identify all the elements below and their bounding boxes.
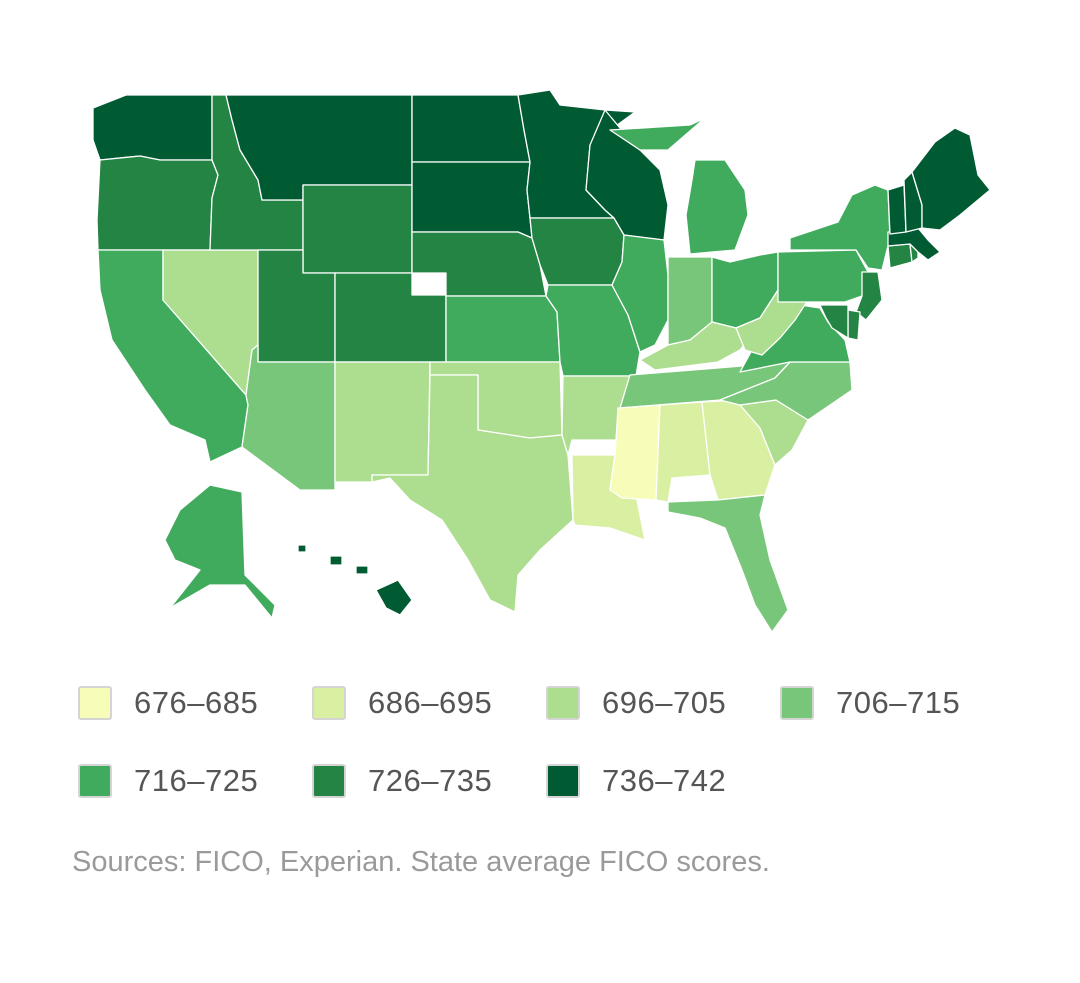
legend-swatch [312, 764, 346, 798]
legend-swatch [78, 686, 112, 720]
legend-item: 726–735 [312, 762, 546, 800]
state-nc [719, 361, 853, 421]
state-sd [411, 161, 533, 239]
state-vt [887, 184, 907, 235]
legend-label: 736–742 [602, 763, 727, 798]
legend-swatch [78, 764, 112, 798]
state-ct [887, 243, 913, 269]
state-fl [667, 494, 789, 633]
legend-label: 716–725 [134, 763, 259, 798]
source-note: Sources: FICO, Experian. State average F… [72, 846, 770, 878]
us-choropleth-map [92, 89, 991, 633]
legend-swatch [546, 686, 580, 720]
legend-label: 726–735 [368, 763, 493, 798]
legend-swatch [780, 686, 814, 720]
state-wa [92, 94, 213, 161]
legend-swatch [312, 686, 346, 720]
legend-label: 706–715 [836, 685, 961, 720]
state-hi [297, 544, 413, 616]
state-il [611, 234, 669, 353]
state-ma [887, 227, 941, 261]
state-tx [371, 374, 574, 613]
state-de [847, 309, 861, 341]
legend-item: 696–705 [546, 684, 780, 722]
state-pa [777, 249, 869, 303]
legend-item: 716–725 [78, 762, 312, 800]
state-wy [302, 184, 413, 274]
state-co [334, 272, 447, 363]
legend-swatch [546, 764, 580, 798]
legend-item: 736–742 [546, 762, 780, 800]
legend-label: 686–695 [368, 685, 493, 720]
legend-item: 706–715 [780, 684, 1014, 722]
state-md [819, 304, 849, 339]
legend-item: 676–685 [78, 684, 312, 722]
state-wv [735, 289, 809, 356]
state-nj [855, 271, 883, 321]
us-map-svg [92, 89, 991, 633]
legend: 676–685 686–695 696–705 706–715 716–725 … [78, 684, 1038, 800]
legend-item: 686–695 [312, 684, 546, 722]
state-nm [334, 361, 431, 483]
legend-label: 676–685 [134, 685, 259, 720]
state-ks [445, 295, 561, 363]
state-me [911, 127, 991, 231]
state-al [655, 401, 711, 503]
state-ia [529, 217, 625, 286]
state-az [241, 344, 336, 491]
state-ak [164, 484, 276, 619]
legend-label: 696–705 [602, 685, 727, 720]
state-or [96, 155, 219, 251]
state-mi [609, 117, 749, 255]
state-ms [609, 404, 661, 501]
state-ne [411, 231, 547, 297]
state-nd [411, 94, 531, 163]
